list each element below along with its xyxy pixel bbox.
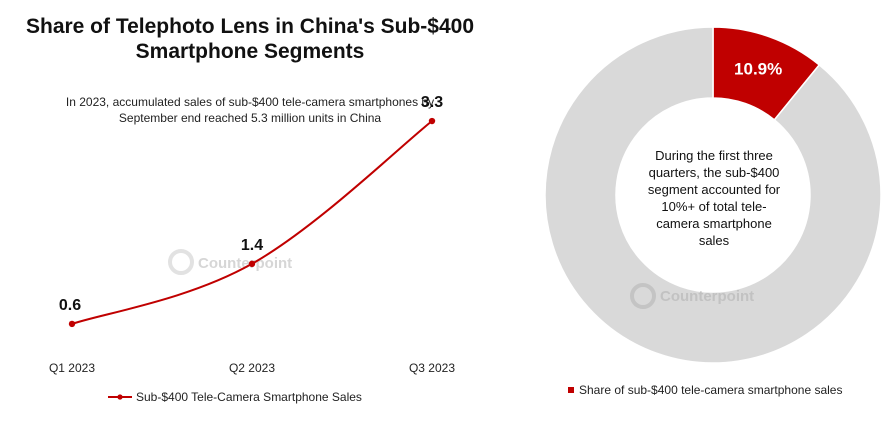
line-chart-watermark: Counterpoint bbox=[168, 249, 292, 275]
chart-subtitle-line-2: September end reached 5.3 million units … bbox=[118, 111, 382, 125]
donut-watermark-text: Counterpoint bbox=[660, 288, 754, 305]
x-axis-tick-labels: Q1 2023 Q2 2023 Q3 2023 bbox=[49, 361, 455, 375]
chart-subtitle-line-1: In 2023, accumulated sales of sub-$400 t… bbox=[65, 95, 435, 109]
donut-center-text-line: During the first three bbox=[655, 148, 773, 163]
line-legend-marker bbox=[117, 394, 123, 400]
donut-center-text-line: sales bbox=[698, 233, 730, 248]
donut-center-text: During the first three quarters, the sub… bbox=[617, 147, 811, 249]
sales-series-points bbox=[68, 117, 436, 328]
line-legend: Sub-$400 Tele-Camera Smartphone Sales bbox=[108, 390, 362, 404]
donut-legend-label: Share of sub-$400 tele-camera smartphone… bbox=[579, 383, 842, 397]
donut-center-text-line: 10%+ of total tele- bbox=[661, 199, 767, 214]
sales-data-label-1: 0.6 bbox=[59, 297, 81, 314]
chart-title-line-2: Smartphone Segments bbox=[135, 40, 365, 63]
x-tick-label-3: Q3 2023 bbox=[409, 361, 455, 375]
donut-slices bbox=[544, 26, 882, 364]
watermark-text: Counterpoint bbox=[198, 255, 292, 272]
chart-title-line-1: Share of Telephoto Lens in China's Sub-$… bbox=[25, 15, 474, 38]
chart-title: Share of Telephoto Lens in China's Sub-$… bbox=[0, 14, 500, 64]
sales-point-1 bbox=[68, 320, 76, 328]
donut-center-text-line: segment accounted for bbox=[647, 182, 781, 197]
donut-slice-label: 10.9% bbox=[734, 59, 782, 78]
x-tick-label-2: Q2 2023 bbox=[229, 361, 275, 375]
donut-legend: Share of sub-$400 tele-camera smartphone… bbox=[568, 383, 842, 397]
sales-point-2 bbox=[248, 260, 256, 267]
x-tick-label-1: Q1 2023 bbox=[49, 361, 95, 375]
sales-data-labels: 0.6 1.4 3.3 bbox=[59, 94, 443, 314]
line-legend-label: Sub-$400 Tele-Camera Smartphone Sales bbox=[136, 390, 362, 404]
donut-legend-swatch bbox=[568, 387, 574, 393]
chart-subtitle: In 2023, accumulated sales of sub-$400 t… bbox=[30, 94, 470, 126]
donut-center-text-line: quarters, the sub-$400 bbox=[648, 165, 780, 180]
donut-watermark: Counterpoint bbox=[630, 283, 754, 309]
watermark-logo-icon bbox=[168, 249, 194, 275]
donut-watermark-logo-icon bbox=[630, 283, 656, 309]
sales-data-label-3: 3.3 bbox=[421, 94, 443, 111]
donut-slice-2 bbox=[544, 26, 882, 364]
donut-center-text-line: camera smartphone bbox=[656, 216, 772, 231]
sales-point-3 bbox=[428, 117, 436, 125]
sales-data-label-2: 1.4 bbox=[241, 237, 263, 254]
